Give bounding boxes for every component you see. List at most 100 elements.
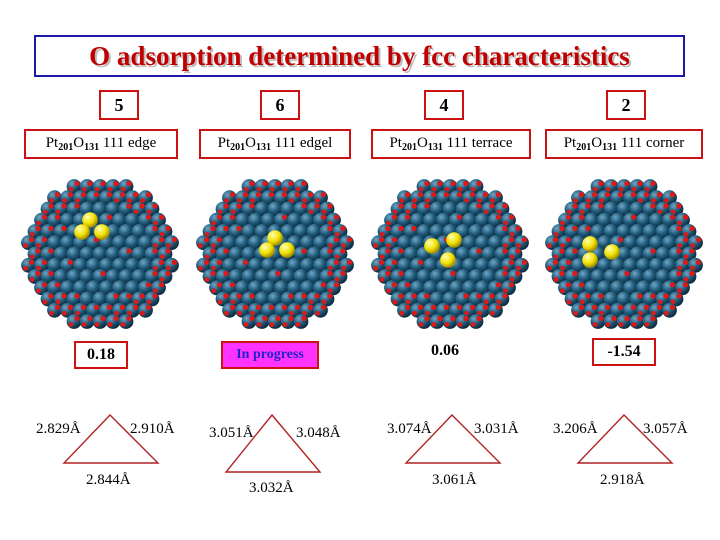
cluster-svg-3 (371, 179, 529, 329)
o-atom (631, 322, 637, 327)
pt-atom (423, 280, 438, 296)
pt-atom (649, 212, 664, 228)
o-atom (378, 259, 385, 265)
o-atom (669, 304, 676, 310)
pt-atom (488, 257, 503, 273)
o-atom (509, 277, 515, 282)
pt-atom (577, 269, 593, 284)
o-atom (268, 304, 275, 310)
pt-atom (481, 224, 497, 239)
o-atom (424, 315, 430, 322)
o-atom (217, 299, 223, 305)
adsorbate-atom (259, 242, 275, 258)
o-atom (373, 265, 378, 271)
o-atom (521, 259, 528, 265)
pt-atom (267, 314, 283, 329)
site-number-text: 5 (114, 94, 124, 115)
o-atom (229, 214, 236, 220)
pt-atom (623, 235, 638, 251)
pt-atom (649, 235, 664, 251)
o-atom (630, 192, 637, 198)
o-atom (36, 243, 41, 249)
pt-atom (629, 314, 645, 329)
o-atom (165, 225, 171, 232)
o-atom (618, 322, 624, 327)
o-atom (41, 259, 48, 265)
adsorbate-atom (82, 212, 98, 228)
pt-atom (118, 224, 134, 239)
o-atom (223, 293, 229, 299)
pt-atom (662, 235, 677, 251)
o-atom (106, 192, 113, 198)
o-atom (126, 248, 132, 254)
o-atom (203, 237, 210, 243)
o-atom (412, 310, 417, 316)
pt-atom (603, 224, 619, 239)
o-atom (308, 299, 314, 305)
o-atom (36, 220, 41, 226)
o-atom (617, 192, 624, 198)
o-atom (145, 214, 152, 220)
o-atom (171, 237, 178, 243)
o-atom (669, 282, 676, 288)
o-atom (424, 203, 430, 209)
pt-atom (73, 280, 88, 296)
energy-value-1: 0.18 (74, 341, 128, 369)
cluster-label-3: Pt201O131 111 terrace (371, 129, 531, 159)
pt-atom (429, 201, 445, 217)
o-atom (586, 310, 591, 316)
label-text: Pt201O131 111 terrace (389, 135, 513, 153)
pt-atom (616, 291, 632, 307)
o-atom (444, 322, 450, 327)
o-atom (676, 293, 682, 299)
o-atom (585, 203, 591, 209)
o-atom (683, 277, 689, 282)
pt-atom (79, 269, 95, 284)
o-atom (94, 322, 100, 327)
o-atom (379, 277, 385, 282)
o-atom (572, 203, 578, 209)
cluster-image-2 (191, 168, 359, 338)
pt-atom (300, 212, 315, 228)
o-atom (55, 299, 61, 305)
pt-atom (481, 246, 497, 262)
pt-atom (254, 269, 270, 284)
o-atom (255, 192, 262, 198)
pt-atom (131, 269, 147, 284)
o-atom (643, 192, 650, 198)
o-atom (35, 270, 41, 277)
pt-atom (92, 246, 108, 262)
o-atom (604, 192, 611, 198)
o-atom (165, 270, 171, 277)
o-atom (210, 270, 216, 277)
distance-bottom-1: 2.844Å (86, 472, 131, 488)
o-atom (690, 243, 695, 249)
o-atom (249, 315, 255, 322)
o-atom (61, 203, 67, 209)
o-atom (463, 293, 469, 299)
pt-atom (610, 212, 625, 228)
o-atom (476, 203, 482, 209)
o-atom (146, 299, 152, 305)
pt-atom (86, 257, 101, 273)
o-atom (289, 198, 294, 204)
o-atom (515, 225, 521, 232)
pt-atom (105, 224, 121, 239)
o-atom (515, 248, 521, 254)
o-atom (100, 180, 106, 187)
pt-atom (92, 201, 108, 217)
o-atom (443, 304, 450, 310)
pt-atom (655, 224, 671, 239)
pt-atom (131, 224, 147, 239)
adsorbate-atom (446, 232, 462, 248)
pt-atom (222, 257, 237, 273)
o-atom (477, 198, 482, 204)
o-atom (301, 203, 307, 209)
site-number-2: 6 (260, 90, 300, 120)
o-atom (585, 225, 591, 232)
o-atom (547, 265, 552, 271)
pt-atom (442, 314, 458, 329)
pt-atom (228, 246, 244, 262)
o-atom (320, 304, 327, 310)
o-atom (334, 277, 340, 282)
